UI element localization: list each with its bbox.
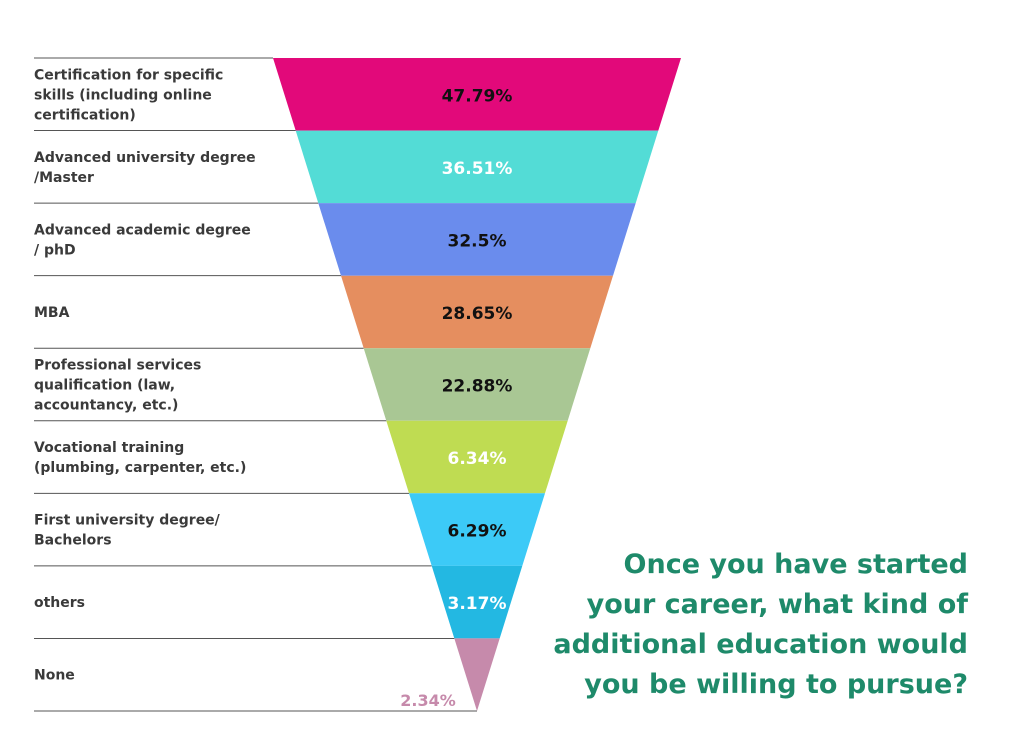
funnel-band [273, 58, 681, 131]
funnel-band [363, 348, 591, 421]
value-label: 22.88% [442, 377, 513, 397]
chart-title-line: you be willing to pursue? [584, 669, 968, 700]
value-label: 3.17% [448, 594, 507, 614]
value-label: 36.51% [442, 159, 513, 179]
value-label: 32.5% [448, 231, 507, 251]
category-label: Advanced academic degree / phD [34, 222, 251, 258]
value-label: 6.29% [448, 522, 507, 542]
category-label: Professional services qualification (law,… [34, 358, 201, 414]
funnel-band [386, 420, 568, 494]
category-label: Certification for specific skills (includ… [34, 67, 223, 123]
funnel-band [295, 130, 659, 204]
chart-title-line: Once you have started [623, 549, 968, 580]
value-label: 28.65% [442, 304, 513, 324]
category-label: MBA [34, 305, 70, 321]
category-label: First university degree/Bachelors [34, 513, 221, 549]
category-label: Advanced university degree/Master [34, 150, 256, 186]
category-label: None [34, 668, 75, 684]
funnel-band [454, 638, 500, 711]
value-label: 47.79% [442, 86, 513, 106]
value-label: 2.34% [400, 691, 456, 710]
chart-title: Once you have started your career, what … [498, 545, 968, 705]
category-label: others [34, 595, 85, 611]
value-label: 6.34% [448, 449, 507, 469]
category-label: Vocational training (plumbing, carpenter,… [34, 440, 246, 476]
chart-title-line: your career, what kind of [586, 589, 968, 620]
funnel-band [409, 493, 545, 566]
funnel-band [318, 203, 636, 276]
funnel-band [431, 565, 523, 639]
chart-title-line: additional education would [553, 629, 968, 660]
funnel-band [341, 275, 613, 349]
